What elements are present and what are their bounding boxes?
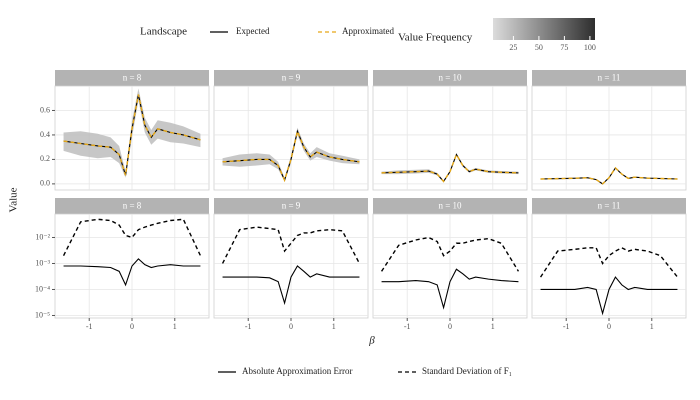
x-tick-label: 1 xyxy=(332,322,336,331)
series-line xyxy=(222,265,360,306)
series-line xyxy=(63,94,201,176)
series-line xyxy=(221,226,361,264)
strip-label: n = 11 xyxy=(598,73,621,83)
x-tick-label: 1 xyxy=(650,322,654,331)
colorbar-tick-label: 100 xyxy=(584,43,596,52)
x-tick-label: 0 xyxy=(448,322,452,331)
strip xyxy=(532,70,686,86)
y-tick-label: 0.4 xyxy=(40,130,50,139)
strip-label: n = 10 xyxy=(438,73,462,83)
series-line xyxy=(381,152,519,183)
x-tick-label: 1 xyxy=(491,322,495,331)
strip xyxy=(373,198,527,214)
legend-label: Approximated xyxy=(342,26,394,36)
x-tick-label: -1 xyxy=(245,322,252,331)
frequency-band xyxy=(63,88,201,178)
legend-label: Absolute Approximation Error xyxy=(242,366,352,376)
series-line xyxy=(381,268,519,310)
y-tick-label: 10⁻⁵ xyxy=(35,310,50,319)
series-line xyxy=(222,128,360,183)
series-line xyxy=(62,218,202,256)
series-line xyxy=(380,236,520,272)
x-tick-label: -1 xyxy=(563,322,570,331)
strip xyxy=(55,198,209,214)
colorbar-tick-label: 75 xyxy=(560,43,568,52)
x-tick-label: 1 xyxy=(173,322,177,331)
frequency-band xyxy=(222,127,360,182)
series-line xyxy=(540,276,678,316)
y-tick-label: 10⁻⁴ xyxy=(35,284,50,293)
x-axis-label: β xyxy=(368,335,375,347)
x-tick-label: -1 xyxy=(404,322,411,331)
legend-label: Standard Deviation of F₁ xyxy=(422,366,512,376)
strip-label: n = 11 xyxy=(598,201,621,211)
strip-label: n = 10 xyxy=(438,201,462,211)
strip-label: n = 8 xyxy=(123,201,142,211)
legend-title: Landscape xyxy=(140,26,187,38)
colorbar xyxy=(493,18,595,40)
y-tick-label: 0.6 xyxy=(40,105,50,114)
y-axis-label: Value xyxy=(8,187,20,212)
x-tick-label: 0 xyxy=(130,322,134,331)
series-line xyxy=(539,247,678,278)
x-tick-label: 0 xyxy=(289,322,293,331)
legend-label: Expected xyxy=(236,26,270,36)
colorbar-title: Value Frequency xyxy=(398,32,473,44)
strip xyxy=(55,70,209,86)
x-tick-label: -1 xyxy=(86,322,93,331)
strip xyxy=(373,70,527,86)
series-line xyxy=(540,166,678,185)
colorbar-tick-label: 25 xyxy=(509,43,517,52)
strip xyxy=(214,70,368,86)
y-tick-label: 10⁻³ xyxy=(35,258,50,267)
y-tick-label: 10⁻² xyxy=(35,232,50,241)
strip-label: n = 8 xyxy=(123,73,142,83)
series-line xyxy=(63,258,201,287)
y-tick-label: 0.2 xyxy=(40,154,50,163)
y-tick-label: 0.0 xyxy=(40,179,50,188)
colorbar-tick-label: 50 xyxy=(535,43,543,52)
strip xyxy=(532,198,686,214)
strip xyxy=(214,198,368,214)
strip-label: n = 9 xyxy=(282,73,301,83)
x-tick-label: 0 xyxy=(607,322,611,331)
strip-label: n = 9 xyxy=(282,201,301,211)
